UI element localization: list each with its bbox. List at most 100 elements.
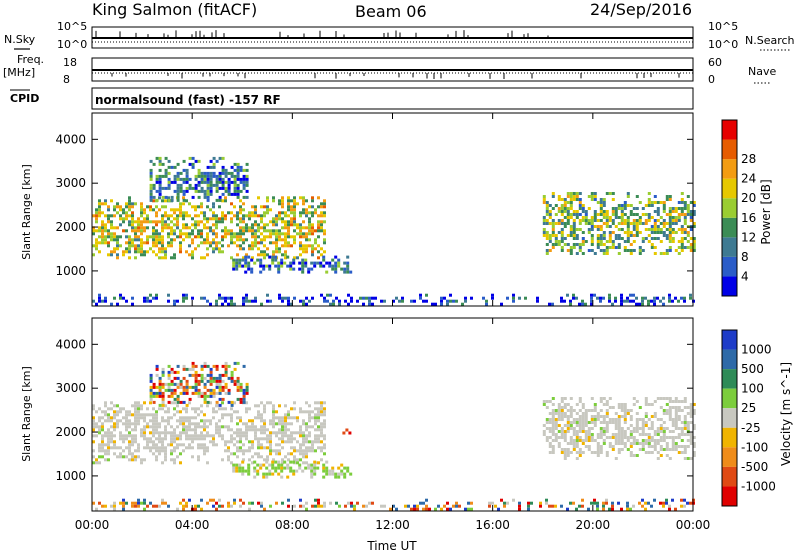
heat-cell [230,416,233,420]
heat-cell [281,461,284,465]
heat-cell [209,440,212,444]
heat-cell [179,211,182,215]
heat-cell [629,436,633,439]
heat-cell [238,264,242,268]
heat-cell [257,416,260,420]
heat-cell [443,296,446,300]
cpid-label: CPID [10,92,39,105]
heat-cell [233,501,236,505]
heat-cell [92,449,95,453]
heat-cell [110,416,113,420]
heat-cell [683,451,687,454]
heat-cell [149,189,153,193]
heat-cell [323,419,326,423]
heat-cell [146,437,149,441]
heat-cell [674,436,678,439]
heat-cell [593,219,597,222]
heat-cell [209,394,213,398]
heat-cell [227,413,230,417]
heat-cell [134,425,137,429]
heat-cell [317,416,320,420]
heat-cell [218,504,221,508]
heat-cell [212,434,215,438]
heat-cell [269,232,272,236]
heat-cell [209,177,213,181]
heat-cell [605,216,609,219]
heat-cell [257,214,260,218]
heat-cell [620,219,624,222]
heat-cell [584,216,588,219]
heat-cell [305,410,308,414]
heat-cell [638,249,642,252]
heat-cell [146,238,149,242]
heat-cell [314,208,317,212]
heat-cell [245,431,248,435]
heat-cell [323,434,326,438]
heat-cell [554,427,558,430]
heat-cell [623,403,627,406]
heat-cell [632,228,636,231]
heat-cell [98,461,101,465]
heat-cell [209,159,213,163]
heat-cell [203,437,206,441]
heat-cell [107,449,110,453]
heat-cell [260,504,263,508]
heat-cell [323,202,326,206]
heat-cell [227,425,230,429]
heat-cell [149,159,153,163]
heat-cell [268,472,272,476]
heat-cell [271,261,275,265]
heat-cell [617,207,621,210]
heat-cell [161,250,164,254]
heat-cell [623,418,627,421]
heat-cell [662,207,666,210]
heat-cell [155,373,159,377]
heat-cell [146,446,149,450]
heat-cell [236,361,240,365]
heat-cell [581,237,585,240]
heat-cell [233,186,237,190]
heat-cell [278,214,281,218]
heat-cell [155,229,158,233]
heat-cell [122,250,125,254]
heat-cell [194,428,197,432]
heat-cell [212,162,216,166]
heat-cell [292,469,296,473]
heat-cell [218,382,222,386]
heat-cell [95,458,98,462]
heat-cell [692,451,696,454]
heat-cell [656,213,660,216]
heat-cell [227,376,231,380]
heat-cell [347,501,350,505]
heat-cell [158,180,162,184]
heat-cell [665,198,669,201]
heat-cell [302,452,305,456]
heat-cell [197,394,201,398]
heat-cell [299,226,302,230]
heat-cell [170,195,174,199]
heat-cell [575,237,579,240]
heat-cell [107,235,110,239]
heat-cell [647,213,651,216]
heat-cell [308,431,311,435]
heat-cell [98,250,101,254]
heat-cell [644,415,648,418]
heat-cell [140,238,143,242]
heat-cell [164,186,168,190]
heat-cell [677,409,681,412]
heat-cell [548,427,552,430]
heat-cell [263,410,266,414]
heat-cell [239,229,242,233]
heat-cell [257,446,260,450]
heat-cell [194,507,197,511]
heat-cell [206,226,209,230]
heat-cell [302,196,305,200]
heat-cell [155,223,158,227]
heat-cell [671,231,675,234]
heat-cell [656,210,660,213]
heat-cell [284,422,287,426]
heat-cell [299,434,302,438]
heat-cell [304,466,308,470]
heat-cell [92,416,95,420]
heat-cell [572,409,576,412]
